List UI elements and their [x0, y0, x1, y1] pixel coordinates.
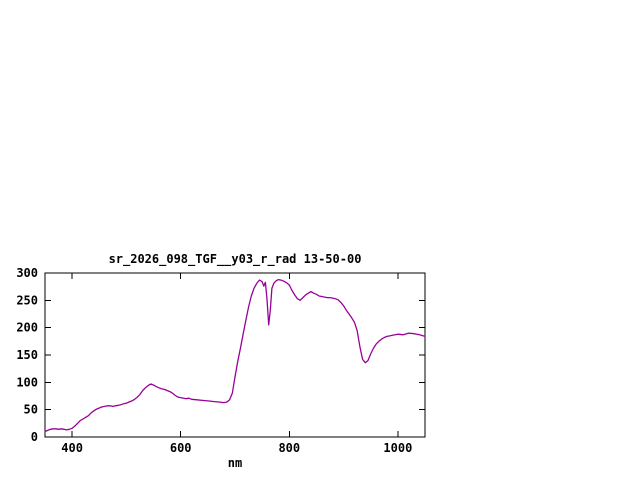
chart-line — [44, 278, 426, 433]
x-axis-label: nm — [228, 456, 242, 470]
chart-plot-area: 400 600 800 1000 0 50 100 150 200 250 300 — [16, 266, 426, 455]
y-tick-label: 250 — [16, 293, 38, 307]
y-tick-label: 300 — [16, 266, 38, 280]
y-tick-label: 50 — [24, 403, 38, 417]
y-tick-label: 200 — [16, 321, 38, 335]
x-tick-label: 800 — [278, 441, 300, 455]
x-tick-label: 400 — [61, 441, 83, 455]
x-tick-label: 1000 — [383, 441, 412, 455]
y-tick-label: 0 — [31, 430, 38, 444]
chart-title: sr_2026_098_TGF__y03_r_rad 13-50-00 — [109, 252, 362, 267]
plot-border — [44, 272, 426, 438]
y-tick-label: 150 — [16, 348, 38, 362]
y-tick-label: 100 — [16, 375, 38, 389]
x-tick-label: 600 — [170, 441, 192, 455]
